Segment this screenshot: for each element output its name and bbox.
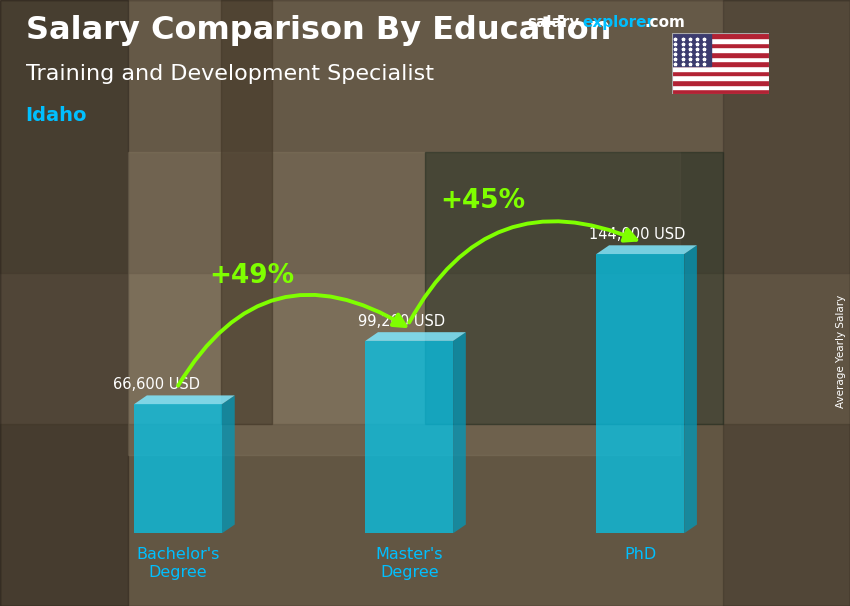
Polygon shape (222, 395, 235, 533)
Text: explorer: explorer (582, 15, 654, 30)
Bar (0, 0, 128, 606)
Bar (672, 33, 769, 38)
Text: 66,600 USD: 66,600 USD (113, 378, 201, 393)
Polygon shape (366, 332, 466, 341)
Bar (672, 89, 769, 94)
Bar (672, 61, 769, 66)
Bar (366, 341, 453, 533)
Polygon shape (453, 332, 466, 533)
Bar (672, 85, 769, 89)
Text: salary: salary (527, 15, 580, 30)
Text: 99,200 USD: 99,200 USD (359, 315, 445, 329)
Bar (672, 75, 769, 80)
Bar (0, 424, 850, 606)
Text: Salary Comparison By Education: Salary Comparison By Education (26, 15, 611, 46)
Text: +45%: +45% (440, 187, 525, 213)
Bar (128, 152, 680, 454)
Bar (0, 0, 850, 273)
Bar (722, 0, 850, 606)
Polygon shape (597, 245, 697, 254)
Bar (134, 404, 222, 533)
Bar (672, 66, 769, 71)
Bar (672, 38, 769, 42)
Text: +49%: +49% (209, 262, 295, 288)
Text: Training and Development Specialist: Training and Development Specialist (26, 64, 434, 84)
Polygon shape (684, 245, 697, 533)
Bar (672, 47, 769, 52)
Text: Idaho: Idaho (26, 106, 87, 125)
Bar (672, 42, 769, 47)
Bar (221, 0, 272, 424)
Bar (425, 152, 722, 424)
Polygon shape (134, 395, 235, 404)
Bar (672, 71, 769, 75)
Bar (672, 52, 769, 56)
Text: 144,000 USD: 144,000 USD (589, 227, 686, 242)
Bar (597, 254, 684, 533)
Text: .com: .com (644, 15, 685, 30)
Text: Average Yearly Salary: Average Yearly Salary (836, 295, 846, 408)
Bar (672, 33, 711, 66)
Bar (672, 56, 769, 61)
Bar (672, 80, 769, 85)
